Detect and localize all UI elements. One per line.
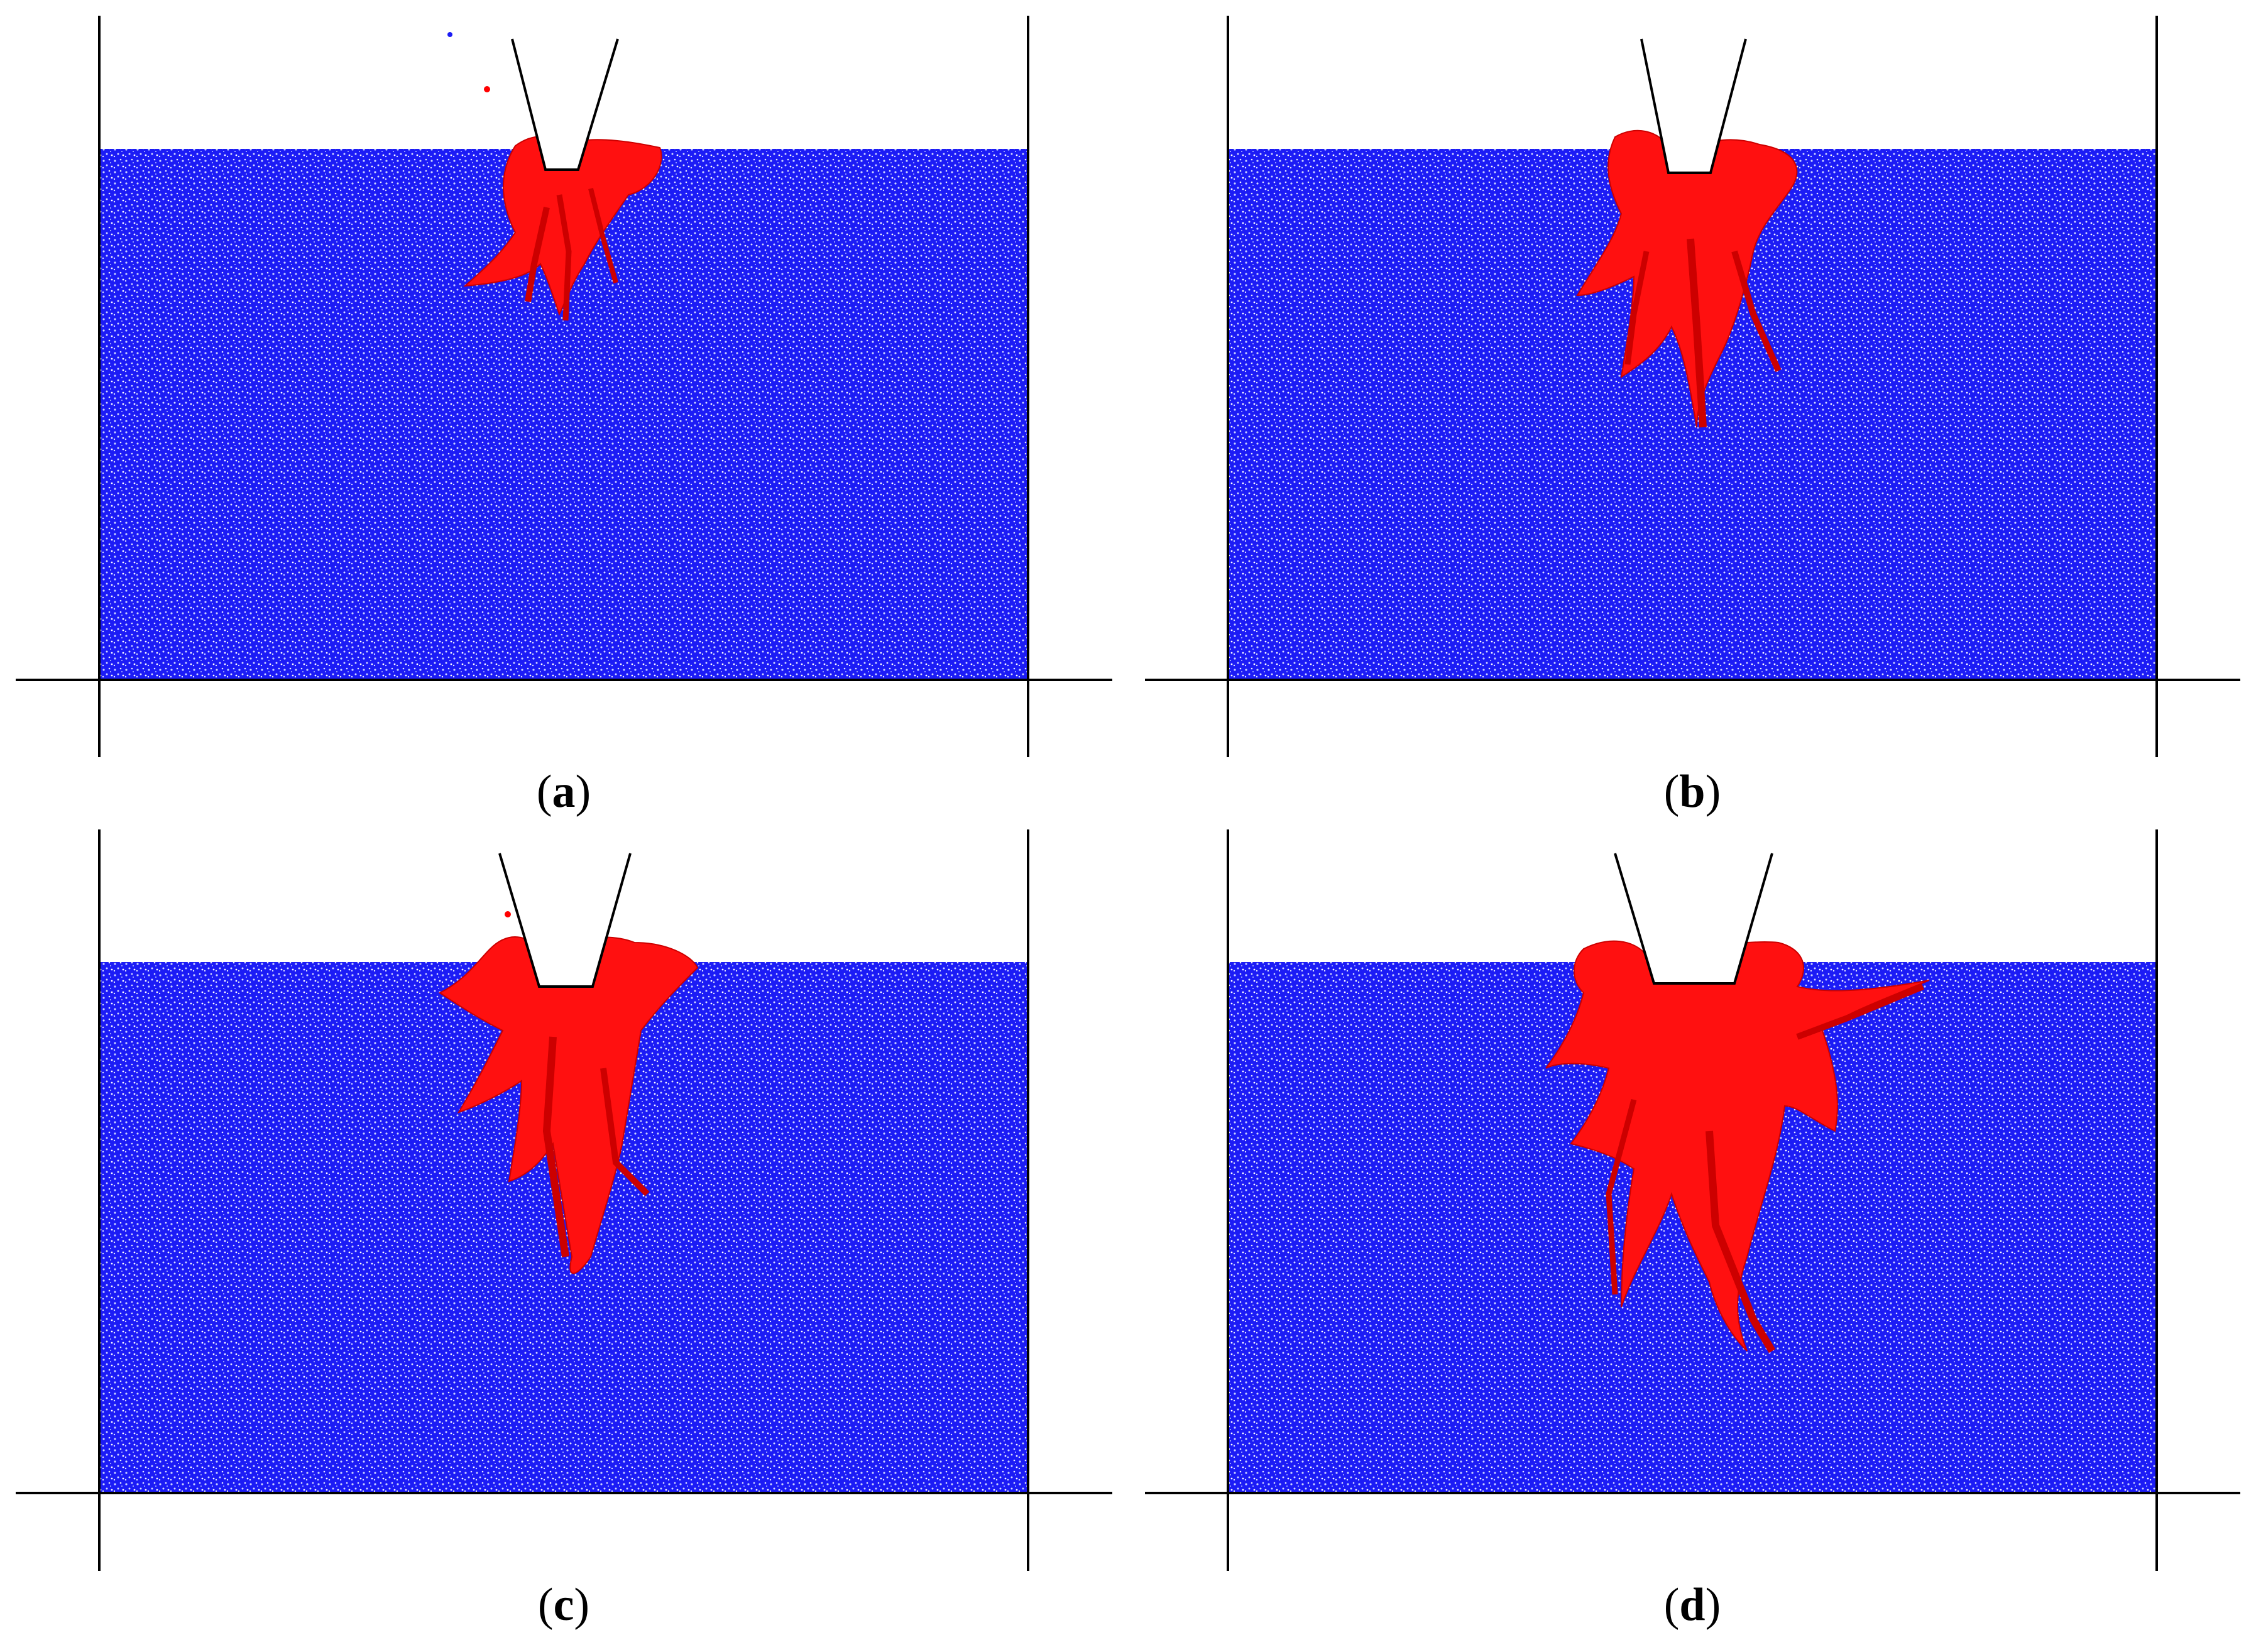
label-paren-open: (: [536, 766, 552, 818]
label-letter: b: [1679, 766, 1706, 818]
panel-d: [1145, 829, 2240, 1571]
cutter-tool: [1641, 39, 1746, 173]
label-letter: d: [1679, 1579, 1706, 1631]
cutter-left-edge: [511, 38, 619, 171]
ejected-particle: [484, 86, 490, 92]
label-paren-close: ): [1705, 766, 1721, 818]
label-paren-open: (: [1663, 1579, 1680, 1631]
panel-c: [16, 829, 1112, 1571]
ejected-particle: [447, 32, 452, 37]
label-paren-close: ): [575, 766, 591, 818]
panel-label-c: (c): [538, 1578, 589, 1632]
cutter-edge: [1640, 38, 1747, 174]
label-paren-open: (: [537, 1579, 554, 1631]
label-paren-close: ): [574, 1579, 590, 1631]
panel-label-d: (d): [1664, 1578, 1721, 1632]
label-paren-close: ): [1705, 1579, 1721, 1631]
damage-zone: [463, 136, 662, 321]
panel-b: [1145, 16, 2240, 757]
label-letter: c: [553, 1579, 574, 1631]
damage-zone: [1576, 129, 1798, 428]
cutter-tool: [1615, 853, 1772, 983]
panel-label-a: (a): [537, 765, 591, 819]
panel-label-b: (b): [1664, 765, 1721, 819]
panel-a: [16, 16, 1112, 757]
damage-zone: [439, 936, 699, 1274]
cutter-tool: [512, 39, 618, 170]
label-paren-open: (: [1663, 766, 1680, 818]
cutter-tool: [500, 853, 630, 987]
label-letter: a: [552, 766, 576, 818]
cutter-edge: [1614, 853, 1773, 985]
ejected-particle: [505, 911, 511, 917]
cutter-edge: [498, 853, 632, 988]
damage-zone: [1545, 940, 1930, 1354]
